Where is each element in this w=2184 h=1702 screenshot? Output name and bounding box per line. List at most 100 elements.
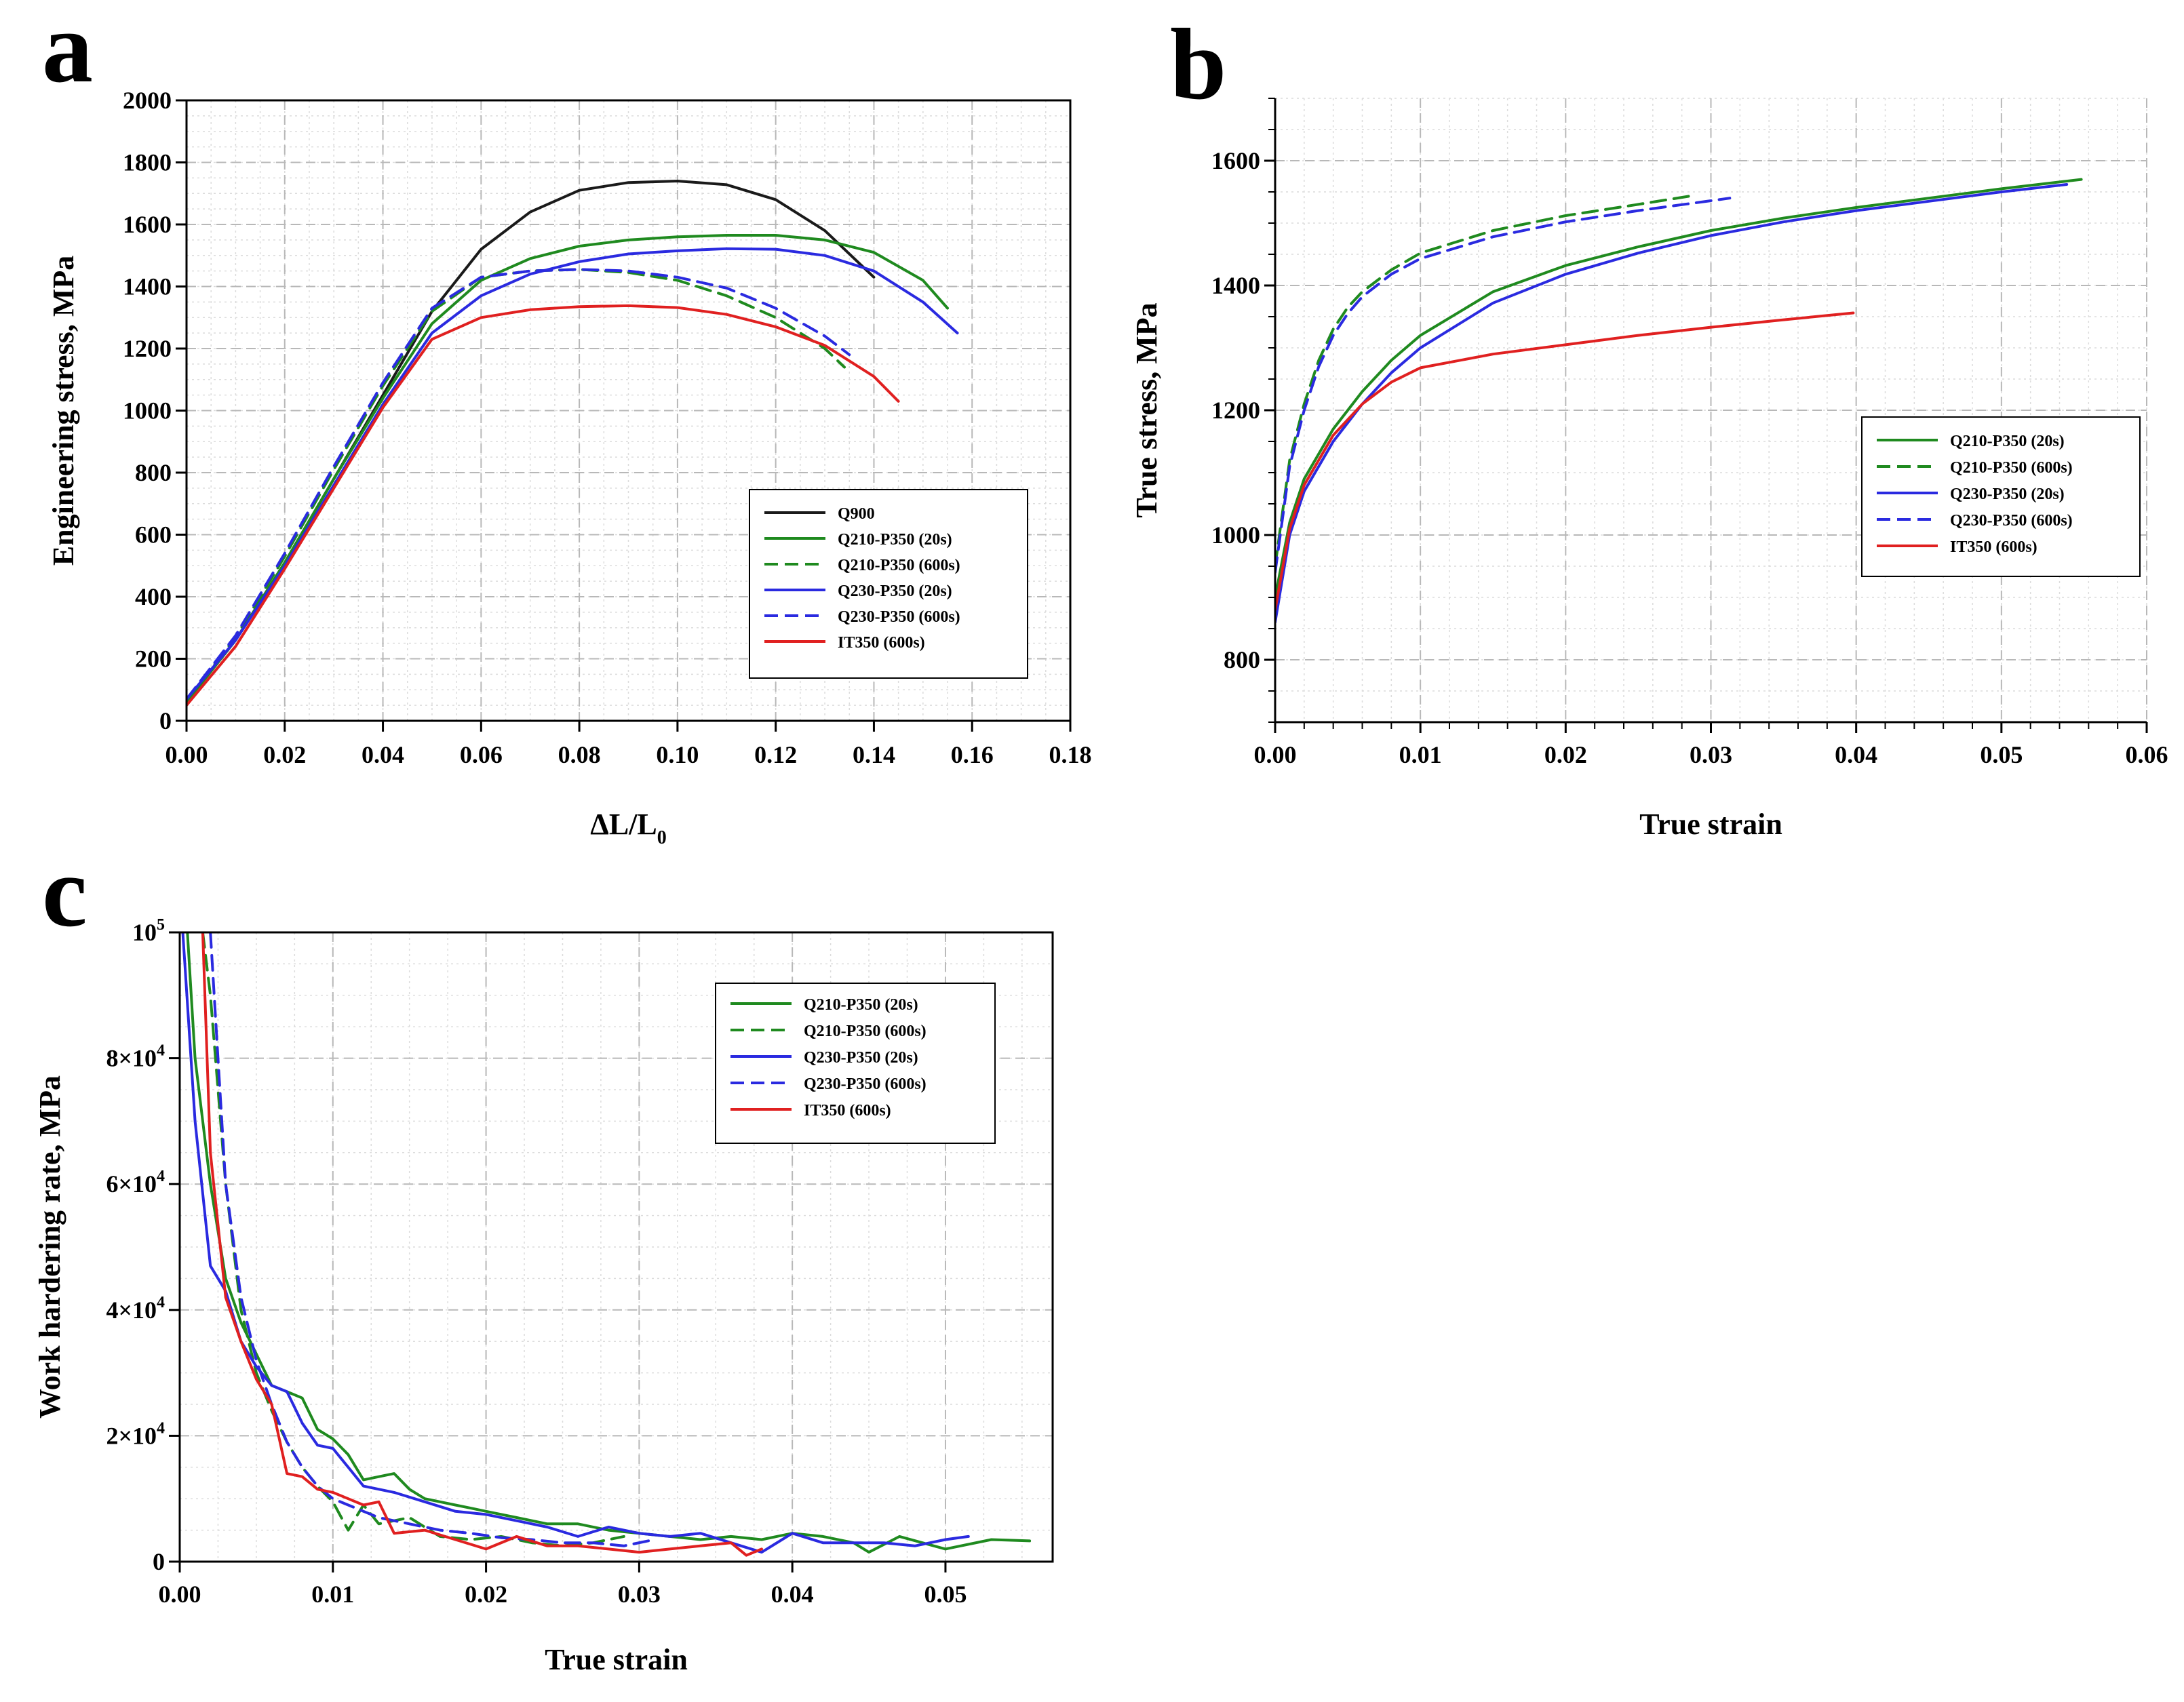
legend: Q210-P350 (20s) Q210-P350 (600s) Q230-P350… bbox=[715, 983, 996, 1144]
x-tick-label: 0.03 bbox=[618, 1581, 661, 1608]
legend-label: Q210-P350 (600s) bbox=[804, 1023, 927, 1040]
legend-label: Q230-P350 (600s) bbox=[838, 608, 960, 626]
panel-c: c0.00 0.01 0.02 0.03 0.04 0.0502×1044×1046×10… bbox=[33, 835, 1054, 1676]
series-line-q210-p350-600s bbox=[1275, 193, 1698, 568]
y-tick-base: 10 bbox=[132, 919, 157, 946]
y-tick-exponent: 4 bbox=[157, 1168, 165, 1185]
x-axis-label-main: True strain bbox=[1639, 808, 1782, 841]
x-tick-label: 0.03 bbox=[1690, 741, 1732, 768]
x-axis-label: True strain bbox=[1639, 808, 1782, 841]
x-tick-label: 0.00 bbox=[165, 741, 208, 768]
x-tick-label: 0.02 bbox=[263, 741, 306, 768]
panel-letter: c bbox=[42, 835, 87, 948]
y-tick-label: 8×104 bbox=[106, 1042, 165, 1072]
x-tick-label: 0.06 bbox=[2126, 741, 2168, 768]
x-tick-label: 0.02 bbox=[1544, 741, 1587, 768]
legend-label: Q230-P350 (600s) bbox=[804, 1075, 927, 1093]
y-tick-label: 800 bbox=[135, 459, 172, 486]
y-tick-label: 1800 bbox=[123, 149, 172, 176]
x-axis-label-main: ΔL/L bbox=[590, 808, 657, 841]
legend: Q900 Q210-P350 (20s) Q210-P350 (600s) Q230-… bbox=[749, 489, 1028, 679]
y-tick-label: 105 bbox=[132, 916, 165, 946]
series-line-q210-p350-600s bbox=[201, 932, 625, 1547]
x-axis-label: ΔL/L0 bbox=[590, 808, 667, 848]
x-tick-label: 0.00 bbox=[159, 1581, 201, 1608]
legend-label: Q230-P350 (20s) bbox=[838, 582, 952, 600]
y-tick-label: 1000 bbox=[1211, 521, 1260, 549]
x-tick-label: 0.05 bbox=[1980, 741, 2023, 768]
x-tick-label: 0.01 bbox=[311, 1581, 354, 1608]
legend: Q210-P350 (20s) Q210-P350 (600s) Q230-P350… bbox=[1861, 416, 2141, 577]
series-line-q210-p350-600s bbox=[187, 268, 846, 702]
x-tick-label: 0.02 bbox=[465, 1581, 507, 1608]
y-tick-label: 1000 bbox=[123, 397, 172, 424]
y-tick-base: 8×10 bbox=[106, 1045, 157, 1072]
legend-label: Q210-P350 (20s) bbox=[1950, 433, 2065, 450]
legend-label: Q210-P350 (20s) bbox=[804, 996, 918, 1014]
legend-label: Q210-P350 (600s) bbox=[838, 557, 960, 574]
series-group bbox=[187, 180, 959, 707]
series-line-it350-600s bbox=[187, 304, 900, 707]
y-tick-label: 1200 bbox=[123, 335, 172, 362]
legend-label: Q230-P350 (20s) bbox=[804, 1049, 918, 1067]
y-tick-base: 6×10 bbox=[106, 1170, 157, 1198]
y-tick-label: 1600 bbox=[123, 211, 172, 238]
y-tick-label: 2000 bbox=[123, 87, 172, 114]
series-line-it350-600s bbox=[1275, 311, 1855, 612]
y-tick-label: 4×104 bbox=[106, 1294, 165, 1324]
series-line-q230-p350-600s bbox=[187, 268, 851, 700]
legend-label: IT350 (600s) bbox=[838, 634, 925, 652]
x-tick-label: 0.06 bbox=[460, 741, 503, 768]
y-axis-label: Work hardering rate, MPa bbox=[33, 1075, 66, 1419]
x-tick-label: 0.05 bbox=[924, 1581, 967, 1608]
x-tick-label: 0.08 bbox=[558, 741, 601, 768]
legend-label: Q900 bbox=[838, 505, 875, 523]
x-tick-label: 0.01 bbox=[1399, 741, 1442, 768]
series-line-q210-p350-20s bbox=[1275, 178, 2083, 599]
x-axis-label-subscript: 0 bbox=[657, 827, 667, 848]
series-group bbox=[181, 932, 1032, 1557]
legend-label: Q210-P350 (20s) bbox=[838, 531, 952, 549]
legend-box bbox=[1861, 416, 2141, 577]
series-group bbox=[1275, 178, 2083, 624]
x-tick-label: 0.12 bbox=[754, 741, 797, 768]
y-tick-label: 0 bbox=[153, 1548, 165, 1575]
legend-label: Q230-P350 (600s) bbox=[1950, 512, 2073, 530]
y-tick-exponent: 4 bbox=[157, 1042, 165, 1060]
series-line-q210-p350-20s bbox=[187, 234, 949, 704]
y-tick-base: 4×10 bbox=[106, 1297, 157, 1324]
y-tick-label: 1200 bbox=[1211, 397, 1260, 424]
x-tick-label: 0.04 bbox=[771, 1581, 814, 1608]
panel-b: b 0.00 0.01 0.02 0.03 0.04 0.05 0.06 800 1000 1200… bbox=[1130, 8, 2168, 841]
legend-label: Q210-P350 (600s) bbox=[1950, 459, 2073, 477]
y-axis-label: True stress, MPa bbox=[1130, 302, 1163, 517]
series-line-it350-600s bbox=[201, 932, 763, 1557]
y-axis-label: Engineering stress, MPa bbox=[47, 256, 80, 566]
y-tick-base: 0 bbox=[153, 1548, 165, 1575]
series-line-q230-p350-20s bbox=[187, 247, 959, 700]
axes-frame bbox=[178, 931, 1054, 1563]
y-tick-label: 2×104 bbox=[106, 1419, 165, 1449]
x-axis-label-main: True strain bbox=[545, 1643, 688, 1676]
panel-letter: a bbox=[42, 0, 93, 104]
panel-letter: b bbox=[1170, 8, 1226, 121]
y-tick-label: 1400 bbox=[123, 273, 172, 300]
panel-a: a 0.00 0.02 0.04 0.06 0.08 0.10 0.12 0.14 0.16 0.1… bbox=[42, 0, 1092, 848]
y-tick-label: 0 bbox=[159, 707, 172, 734]
y-tick-label: 1400 bbox=[1211, 272, 1260, 299]
legend-box bbox=[715, 983, 996, 1144]
x-tick-label: 0.14 bbox=[853, 741, 895, 768]
y-tick-label: 6×104 bbox=[106, 1168, 165, 1198]
x-tick-label: 0.04 bbox=[1835, 741, 1877, 768]
x-axis-label: True strain bbox=[545, 1643, 688, 1676]
legend-label: IT350 (600s) bbox=[1950, 538, 2037, 556]
x-tick-label: 0.18 bbox=[1049, 741, 1092, 768]
x-tick-label: 0.00 bbox=[1254, 741, 1297, 768]
y-tick-exponent: 5 bbox=[157, 916, 165, 934]
y-tick-label: 600 bbox=[135, 521, 172, 549]
legend-label: IT350 (600s) bbox=[804, 1102, 891, 1120]
grid bbox=[1274, 98, 2147, 723]
series-line-q230-p350-20s bbox=[1275, 183, 2069, 624]
x-tick-label: 0.04 bbox=[362, 741, 404, 768]
